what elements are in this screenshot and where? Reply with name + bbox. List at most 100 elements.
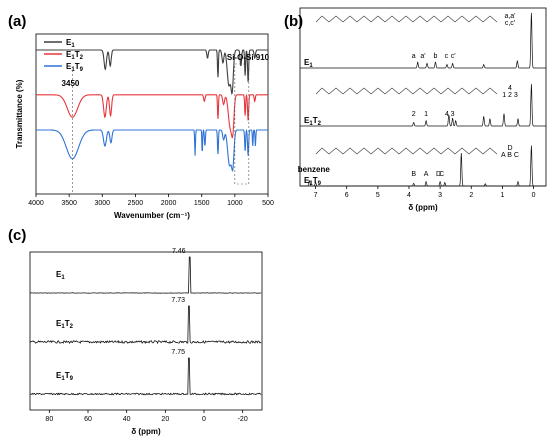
ftir-series-E1T9 (36, 128, 268, 173)
sinmr-sample-label-base2: T (65, 319, 70, 328)
chemical-structure-E1T9-icon: DA B C (315, 145, 519, 159)
hnmr-peak-assignment: C (439, 171, 444, 178)
hnmr-peak-assignment: b (434, 53, 438, 60)
chemical-structure-E1-icon: a,a'c,c' (315, 13, 516, 27)
hnmr-peak-assignment: c' (451, 53, 456, 60)
hnmr-sample-label-sub: 1 (309, 63, 313, 69)
hnmr-anno-benzene: benzene (298, 165, 331, 174)
sinmr-sample-label-sub: 1 (61, 275, 65, 281)
hnmr-peak-assignment: 4 (445, 111, 449, 118)
hnmr-sample-label-base: E (304, 58, 310, 67)
panel-label-b: (b) (284, 13, 303, 30)
hnmr-x-ticks: 7 6 5 4 3 2 1 0 (314, 186, 536, 199)
sinmr-x-tick-label: -20 (238, 416, 248, 423)
sinmr-spectrum-0 (30, 256, 262, 294)
ftir-anno-3450: 3450 (62, 79, 80, 88)
hnmr-x-tick-label: 1 (500, 192, 504, 199)
hnmr-sample-label: E1T2 (304, 116, 322, 127)
hnmr-sample-label-sub2: 9 (318, 181, 322, 187)
hnmr-spectrum-2 (300, 145, 546, 187)
sinmr-peak-label: 7.75 (171, 349, 185, 356)
sinmr-x-tick-label: 80 (45, 416, 53, 423)
sinmr-sample-label: E1 (56, 270, 65, 281)
sinmr-x-ticks: 80 60 40 20 0 -20 (45, 410, 248, 423)
ftir-legend-label-sub: 1 (71, 43, 75, 49)
sinmr-x-tick-label: 40 (123, 416, 131, 423)
sinmr-sample-label-sub2: 9 (70, 376, 74, 382)
ftir-legend-label-base: E (66, 38, 72, 47)
ftir-legend-label: E1T2 (66, 50, 84, 61)
sinmr-panel: (c) 80 60 40 20 0 -20 7.46E17.73E1T27.75E1T9 … (8, 227, 263, 436)
ftir-x-tick-label: 3500 (61, 200, 77, 207)
sinmr-spectrum-2 (29, 357, 262, 396)
sinmr-sample-label-sub: 1 (61, 324, 65, 330)
ftir-legend-label: E1 (66, 38, 75, 49)
ftir-x-tick-label: 1000 (227, 200, 243, 207)
hnmr-x-tick-label: 3 (438, 192, 442, 199)
hnmr-sample-label: E1 (304, 58, 313, 69)
sinmr-x-tick-label: 60 (84, 416, 92, 423)
hnmr-peak-assignment: c (445, 53, 449, 60)
ftir-spectra (36, 49, 268, 173)
hnmr-structure-label: A B C (501, 152, 519, 159)
hnmr-sample-label-base2: T (313, 116, 318, 125)
ftir-x-tick-label: 500 (262, 200, 274, 207)
ftir-plot-frame (35, 33, 269, 195)
sinmr-plot-frame (29, 251, 263, 411)
ftir-x-axis-title: Wavenumber (cm⁻¹) (114, 211, 190, 220)
hnmr-peak-assignment: B (411, 171, 416, 178)
sinmr-x-tick-label: 20 (161, 416, 169, 423)
ftir-anno-siosi: Si-O-Si 910 (227, 53, 270, 62)
ftir-legend-label-base: E (66, 50, 72, 59)
ftir-legend-label: E1T9 (66, 62, 84, 73)
ftir-legend-label-base2: T (75, 62, 80, 71)
ftir-series-E1 (36, 49, 268, 96)
hnmr-x-axis-title: δ (ppm) (408, 203, 438, 212)
panel-label-a: (a) (8, 13, 26, 30)
hnmr-peak-assignment: D (436, 171, 441, 178)
sinmr-spectrum-1 (29, 305, 262, 345)
ftir-legend-label-base: E (66, 62, 72, 71)
hnmr-sample-label-sub2: 2 (318, 121, 322, 127)
hnmr-spectrum-1 (300, 84, 546, 127)
hnmr-sample-label-base: E (304, 116, 310, 125)
hnmr-spectrum-0 (300, 12, 546, 69)
hnmr-x-tick-label: 7 (314, 192, 318, 199)
sinmr-x-axis-title: δ (ppm) (131, 427, 161, 436)
hnmr-peak-assignment: 3 (451, 111, 455, 118)
hnmr-structure-label: c,c' (505, 20, 515, 27)
ftir-legend-label-sub: 1 (71, 55, 75, 61)
ftir-x-tick-label: 2000 (161, 200, 177, 207)
sinmr-peak-label: 7.46 (172, 248, 186, 255)
ftir-annotations: 3450 Si-O-Si 910 (62, 53, 270, 194)
hnmr-sample-label-sub: 1 (309, 121, 313, 127)
ftir-y-axis-title: Transmittance (%) (15, 79, 24, 148)
hnmr-peak-assignment: 2 (412, 111, 416, 118)
hnmr-structure-label: a,a' (504, 13, 515, 20)
ftir-x-ticks: 4000 3500 3000 2500 2000 1500 1000 500 (28, 194, 274, 207)
hnmr-x-tick-label: 4 (407, 192, 411, 199)
hnmr-sample-label-base2: T (313, 176, 318, 185)
hnmr-structure-label: D (507, 145, 512, 152)
sinmr-peak-label: 7.73 (171, 297, 185, 304)
ftir-legend-label-sub: 1 (71, 67, 75, 73)
sinmr-sample-label: E1T2 (56, 319, 74, 330)
ftir-x-tick-label: 1500 (194, 200, 210, 207)
hnmr-structures: a,a'c,c' 4 1 2 3 DA B C (315, 13, 519, 159)
sinmr-sample-label-base2: T (65, 371, 70, 380)
hnmr-spectra (300, 12, 546, 187)
sinmr-x-tick-label: 0 (202, 416, 206, 423)
hnmr-sample-label-sub: 1 (309, 181, 313, 187)
sinmr-sample-label: E1T9 (56, 371, 74, 382)
ftir-x-tick-label: 3000 (94, 200, 110, 207)
sinmr-sample-label-base: E (56, 371, 62, 380)
ftir-x-tick-label: 2500 (128, 200, 144, 207)
ftir-legend-label-sub2: 9 (80, 67, 84, 73)
ftir-series-E1T2 (36, 93, 268, 139)
hnmr-structure-label: 1 2 3 (502, 92, 518, 99)
hnmr-x-tick-label: 0 (532, 192, 536, 199)
hnmr-peak-assignment: A (424, 171, 429, 178)
